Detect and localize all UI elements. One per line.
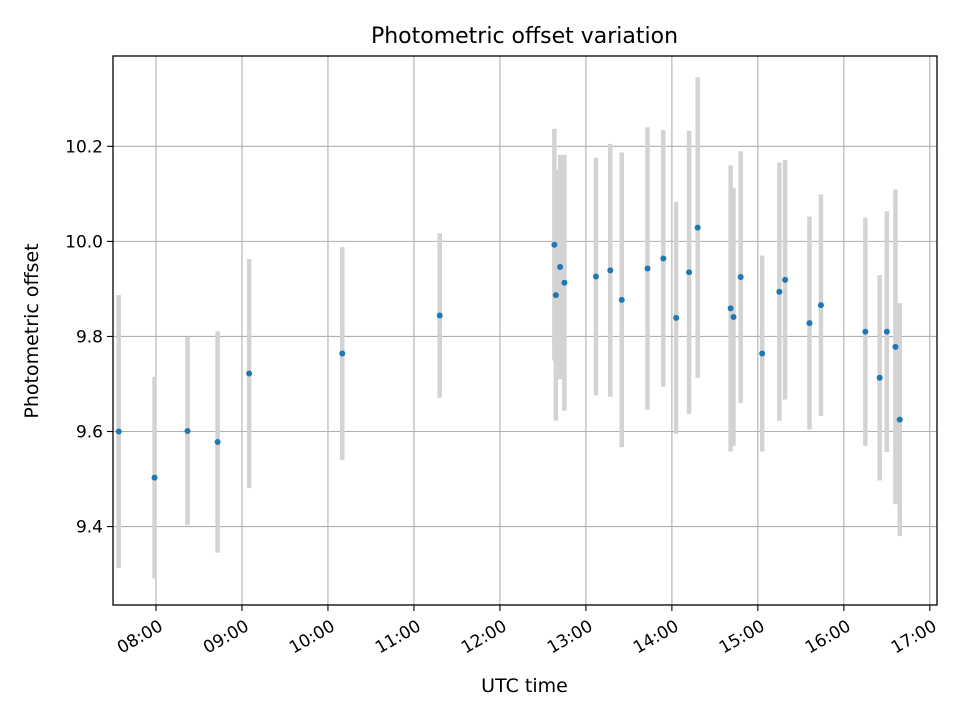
data-point xyxy=(151,474,158,481)
data-point xyxy=(115,428,122,435)
data-point xyxy=(862,328,869,335)
data-point xyxy=(817,302,824,309)
plot-frame xyxy=(112,55,938,606)
data-point xyxy=(214,438,221,445)
data-point xyxy=(673,314,680,321)
y-tick-label: 10.0 xyxy=(65,232,103,252)
data-point xyxy=(644,265,651,272)
data-point xyxy=(552,292,559,299)
data-point xyxy=(561,279,568,286)
y-tick-label: 10.2 xyxy=(65,137,103,157)
data-point xyxy=(557,264,564,271)
y-axis-label: Photometric offset xyxy=(21,243,43,418)
data-point xyxy=(806,320,813,327)
y-tick-label: 9.4 xyxy=(76,518,103,538)
data-point xyxy=(737,274,744,281)
data-point xyxy=(730,313,737,320)
data-point xyxy=(618,296,625,303)
data-point xyxy=(184,428,191,435)
data-point xyxy=(782,276,789,283)
data-point xyxy=(727,305,734,312)
x-axis-label: UTC time xyxy=(481,675,568,697)
data-point xyxy=(339,350,346,357)
data-point xyxy=(686,269,693,276)
data-point xyxy=(896,416,903,423)
data-point xyxy=(759,350,766,357)
data-point xyxy=(607,267,614,274)
data-point xyxy=(246,370,253,377)
data-point xyxy=(436,312,443,319)
data-point xyxy=(592,273,599,280)
chart-title: Photometric offset variation xyxy=(371,24,678,49)
data-point xyxy=(551,241,558,248)
data-point xyxy=(892,343,899,350)
point-layer xyxy=(115,224,903,481)
data-point xyxy=(776,288,783,295)
data-point xyxy=(660,255,667,262)
y-tick-label: 9.8 xyxy=(76,327,103,347)
data-point xyxy=(883,328,890,335)
data-point xyxy=(694,224,701,231)
data-point xyxy=(876,374,883,381)
y-tick-label: 9.6 xyxy=(76,423,103,443)
